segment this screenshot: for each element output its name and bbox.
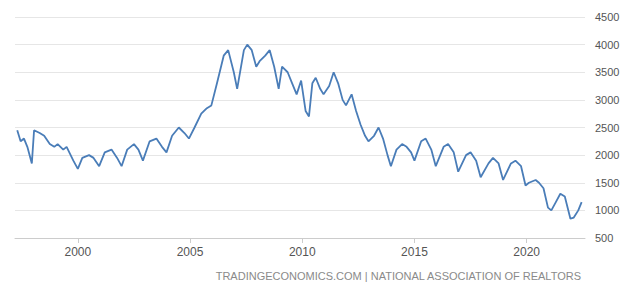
svg-text:2000: 2000 <box>595 149 619 161</box>
svg-text:2500: 2500 <box>595 122 619 134</box>
svg-text:1000: 1000 <box>595 204 619 216</box>
svg-text:4500: 4500 <box>595 11 619 23</box>
svg-text:2000: 2000 <box>64 245 91 259</box>
svg-text:2010: 2010 <box>289 245 316 259</box>
svg-text:TRADINGECONOMICS.COM | NATIONA: TRADINGECONOMICS.COM | NATIONAL ASSOCIAT… <box>216 270 581 282</box>
svg-text:2015: 2015 <box>401 245 428 259</box>
svg-text:500: 500 <box>595 232 613 244</box>
svg-text:2005: 2005 <box>177 245 204 259</box>
svg-text:1500: 1500 <box>595 177 619 189</box>
svg-text:2020: 2020 <box>513 245 540 259</box>
svg-text:4000: 4000 <box>595 39 619 51</box>
svg-text:3500: 3500 <box>595 66 619 78</box>
svg-text:3000: 3000 <box>595 94 619 106</box>
